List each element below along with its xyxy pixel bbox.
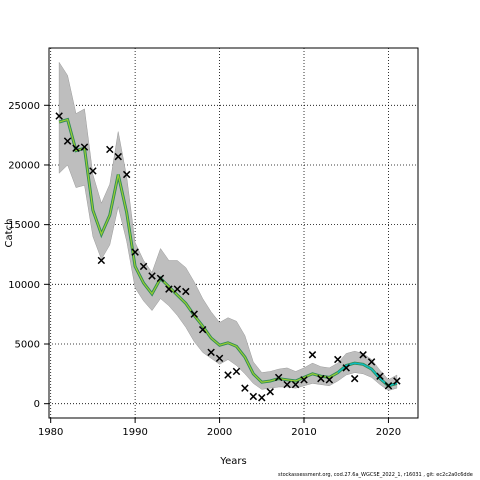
observed-catch-point [274,373,283,382]
observed-catch-markers [55,112,401,402]
observed-catch-point [182,287,190,296]
observed-catch-point [291,380,300,389]
observed-catch-point [258,393,266,402]
observed-catch-point [384,382,393,390]
x-axis-title: Years [219,456,246,467]
observed-catch-point [367,358,376,366]
observed-catch-point [80,143,89,151]
observed-catch-point [198,325,207,334]
observed-catch-point [72,144,80,152]
x-axis-ticks: 1980 1990 2000 2010 2020 [38,418,401,438]
x-tick-label: 2020 [376,427,401,438]
observed-catch-point [393,377,401,385]
observed-catch-point [342,364,350,372]
observed-catch-point [148,272,156,280]
observed-catch-point [224,371,232,379]
y-tick-label: 0 [34,399,40,410]
x-tick-label: 2000 [207,427,232,438]
observed-catch-point [55,112,63,120]
observed-catch-point [232,367,241,376]
observed-catch-point [283,380,291,389]
observed-catch-point [241,384,249,392]
observed-catch-point [359,351,367,359]
observed-catch-point [266,388,274,396]
observed-catch-point [350,374,359,383]
observed-catch-point [63,137,72,145]
observed-catch-point [215,354,224,363]
observed-catch-point [173,285,182,293]
observed-catch-point [114,152,122,161]
y-tick-label: 10000 [8,280,40,291]
observed-catch-point [131,248,139,256]
y-tick-label: 25000 [8,101,40,112]
observed-catch-point [89,167,97,175]
observed-catch-point [156,274,165,283]
x-tick-label: 1990 [122,427,147,438]
y-tick-label: 20000 [8,160,40,171]
observed-catch-point [376,372,384,380]
observed-catch-point [334,355,342,364]
y-axis-ticks: 0 5000 10000 15000 20000 25000 [8,101,49,410]
observed-catch-point [165,285,173,293]
observed-catch-point [207,348,215,357]
x-tick-label: 1980 [38,427,63,438]
observed-catch-point [308,351,317,359]
observed-catch-point [317,374,325,383]
y-tick-label: 15000 [8,220,40,231]
observed-catch-point [97,256,106,265]
source-caption: stockassessment.org, cod.27.6a_WGCSE_202… [278,472,473,478]
x-tick-label: 2010 [291,427,316,438]
observed-catch-point [190,310,198,318]
observed-catch-point [122,170,131,179]
plot-frame [48,47,419,419]
confidence-band [58,61,398,391]
observed-catch-point [106,145,114,154]
observed-catch-point [139,262,148,271]
y-tick-label: 5000 [15,340,40,351]
observed-catch-point [325,376,334,384]
y-axis-title: Catch [4,219,15,248]
observed-catch-point [300,376,308,384]
observed-catch-point [249,392,258,401]
